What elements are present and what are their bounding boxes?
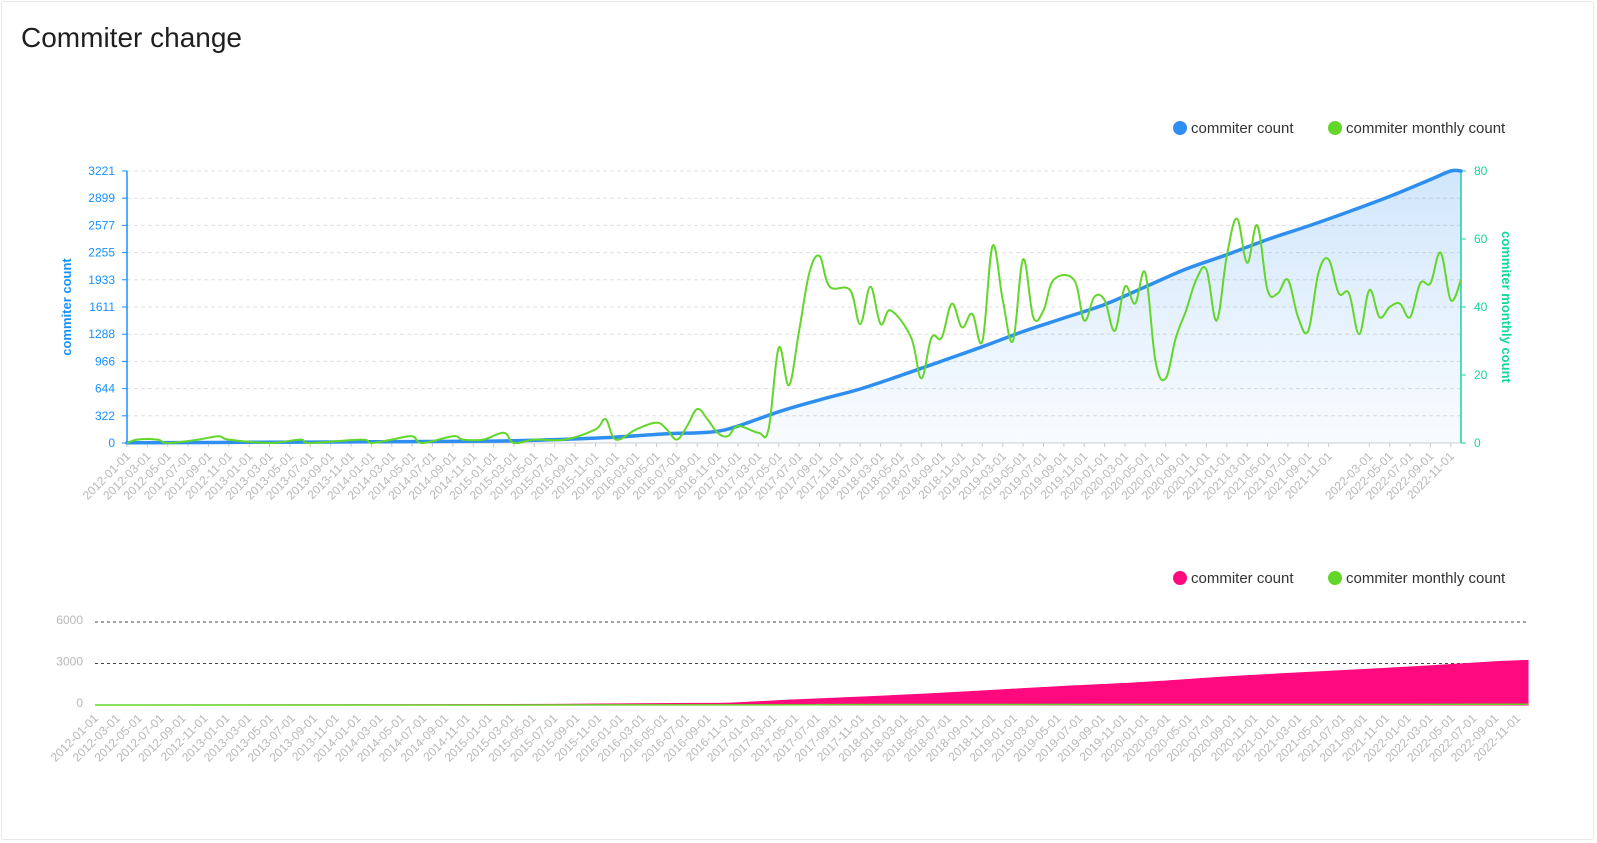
page-title: Commiter change: [21, 22, 242, 53]
